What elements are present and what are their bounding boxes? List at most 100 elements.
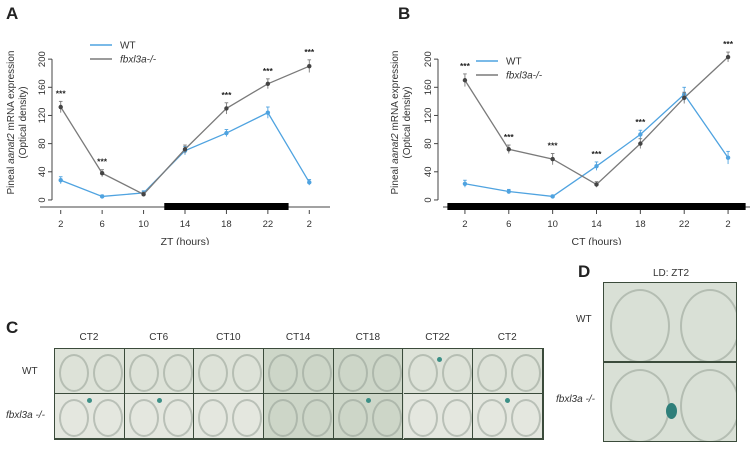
data-point — [99, 194, 105, 199]
y-axis-label-post: mRNA expression — [390, 51, 401, 134]
significance-marker: *** — [504, 132, 515, 142]
series-line-1 — [60, 65, 310, 196]
y-axis-label-pre: Pineal — [390, 164, 401, 195]
data-point — [506, 147, 511, 152]
panel-d-row-label-wt: WT — [576, 314, 592, 325]
y-tick-label: 200 — [423, 51, 434, 67]
data-point — [307, 63, 312, 69]
y-tick-label: 120 — [423, 108, 434, 124]
fish-head-outline — [198, 399, 229, 437]
y-tick-label: 40 — [423, 167, 434, 178]
panel-d-image-mutant — [603, 362, 737, 442]
data-point — [506, 189, 511, 194]
data-point — [638, 141, 643, 146]
data-point — [224, 106, 229, 111]
data-point — [58, 104, 63, 110]
y-tick-label: 200 — [37, 51, 48, 67]
fish-head-outline — [407, 399, 438, 437]
fish-head-outline — [128, 354, 159, 392]
panel-c-image-cell — [55, 394, 125, 439]
fish-head-outline — [441, 354, 472, 392]
fish-head-outline — [371, 354, 402, 392]
fish-head-outline — [162, 399, 193, 437]
fish-head-outline — [128, 399, 159, 437]
fish-head-outline — [93, 354, 123, 392]
y-axis-label-gene: aanat2 — [6, 133, 17, 164]
fish-head-outline — [268, 354, 299, 392]
data-point — [265, 81, 271, 86]
data-point — [182, 147, 188, 152]
pineal-signal — [156, 398, 162, 403]
x-tick-label: 22 — [263, 219, 274, 230]
significance-marker: *** — [635, 117, 646, 127]
panel-c-image-cell — [333, 349, 404, 394]
pineal-signal — [436, 357, 442, 362]
y-tick-label: 0 — [423, 197, 434, 202]
data-point — [725, 155, 731, 160]
panel-c-image-cell — [403, 394, 474, 439]
panel-c-image-cell — [403, 349, 474, 394]
x-tick-label: 6 — [99, 219, 104, 230]
fish-head-outline — [371, 399, 402, 437]
y-axis-label-pre: Pineal — [6, 164, 17, 195]
fish-head-outline — [477, 399, 508, 437]
y-axis-label: Pineal aanat2 mRNA expression — [6, 51, 17, 195]
panel-c-column-label: CT14 — [285, 332, 311, 343]
x-tick-label: 10 — [138, 219, 149, 230]
panel-letter-d: D — [578, 262, 591, 281]
data-point — [725, 54, 731, 60]
x-tick-label: 6 — [506, 219, 511, 230]
panel-letter-c: C — [6, 318, 19, 337]
legend-label-0: WT — [506, 57, 522, 68]
panel-c-image-cell — [264, 349, 334, 394]
fish-head-outline — [59, 399, 89, 437]
data-point — [307, 180, 312, 185]
y-tick-label: 0 — [37, 197, 48, 202]
significance-marker: *** — [592, 149, 603, 159]
data-point — [58, 178, 63, 183]
pineal-signal — [365, 398, 371, 403]
x-tick-label: 2 — [462, 219, 467, 230]
fish-head-outline — [407, 354, 438, 392]
data-point — [99, 171, 105, 176]
panel-c-image-cell — [473, 394, 543, 439]
fish-head-outline — [93, 399, 123, 437]
legend-label-0: WT — [120, 41, 136, 52]
significance-marker: *** — [723, 39, 734, 49]
dark-phase-bar — [164, 203, 289, 210]
data-point — [462, 181, 468, 186]
fish-head-outline — [232, 354, 263, 392]
data-point — [638, 132, 643, 137]
fish-head-outline — [441, 399, 472, 437]
panel-c-column-label: CT2 — [497, 332, 517, 343]
y-tick-label: 80 — [423, 138, 434, 149]
data-point — [594, 182, 599, 187]
x-axis-label: CT (hours) — [572, 236, 622, 245]
data-point — [265, 110, 271, 115]
y-axis-label-2: (Optical density) — [402, 86, 413, 158]
fish-head-outline — [337, 354, 368, 392]
significance-marker: *** — [548, 140, 559, 150]
panel-c-column-label: CT18 — [355, 332, 381, 343]
fish-head-outline — [198, 354, 229, 392]
panel-c-image-cell — [55, 349, 125, 394]
legend-label-1: fbxl3a-/- — [120, 55, 157, 66]
panel-c-grid — [54, 348, 544, 440]
panel-c-image-cell — [194, 349, 265, 394]
x-tick-label: 18 — [635, 219, 646, 230]
y-tick-label: 80 — [37, 138, 48, 149]
data-point — [141, 192, 146, 197]
significance-marker: *** — [97, 157, 108, 167]
panel-c-image-cell — [473, 349, 543, 394]
panel-d-image-wt — [603, 282, 737, 362]
x-axis-label: ZT (hours) — [161, 236, 210, 245]
x-tick-label: 18 — [221, 219, 232, 230]
data-point — [550, 194, 555, 199]
fish-head-outline — [511, 399, 542, 437]
pineal-signal — [505, 398, 511, 403]
y-axis-label: Pineal aanat2 mRNA expression — [390, 51, 401, 195]
data-point — [462, 78, 468, 83]
fish-head-outline — [59, 354, 89, 392]
fish-head-outline — [302, 399, 333, 437]
